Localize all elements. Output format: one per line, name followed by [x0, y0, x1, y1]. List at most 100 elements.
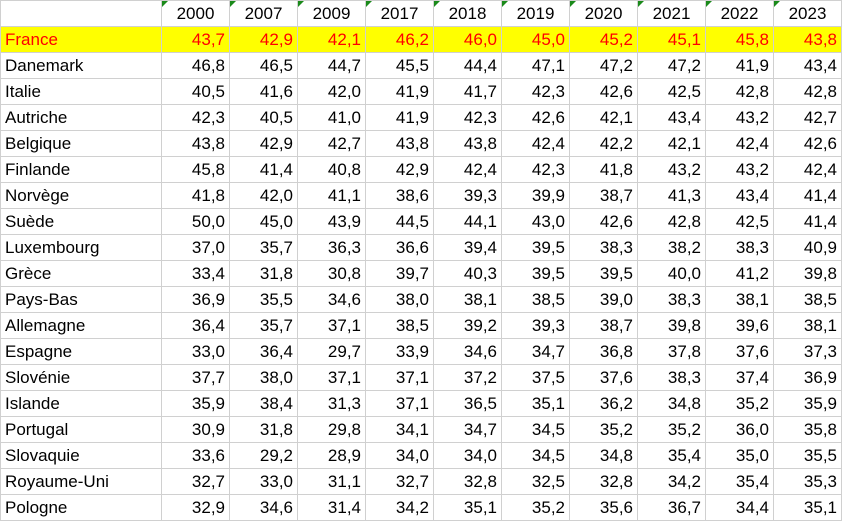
- value-cell[interactable]: 43,8: [161, 130, 230, 157]
- value-cell[interactable]: 42,1: [637, 130, 706, 157]
- value-cell[interactable]: 35,1: [501, 390, 570, 417]
- value-cell[interactable]: 37,6: [569, 364, 638, 391]
- value-cell[interactable]: 35,2: [637, 416, 706, 443]
- value-cell[interactable]: 43,7: [161, 26, 230, 53]
- country-cell[interactable]: Allemagne: [0, 312, 162, 339]
- value-cell[interactable]: 34,8: [637, 390, 706, 417]
- country-cell[interactable]: Finlande: [0, 156, 162, 183]
- value-cell[interactable]: 42,6: [773, 130, 842, 157]
- value-cell[interactable]: 47,2: [569, 52, 638, 79]
- value-cell[interactable]: 36,7: [637, 494, 706, 521]
- value-cell[interactable]: 38,3: [637, 364, 706, 391]
- corner-cell[interactable]: [0, 0, 162, 27]
- value-cell[interactable]: 34,2: [637, 468, 706, 495]
- value-cell[interactable]: 32,9: [161, 494, 230, 521]
- value-cell[interactable]: 42,3: [161, 104, 230, 131]
- value-cell[interactable]: 41,0: [297, 104, 366, 131]
- value-cell[interactable]: 38,5: [501, 286, 570, 313]
- value-cell[interactable]: 34,7: [501, 338, 570, 365]
- value-cell[interactable]: 34,1: [365, 416, 434, 443]
- value-cell[interactable]: 39,0: [569, 286, 638, 313]
- value-cell[interactable]: 39,3: [501, 312, 570, 339]
- value-cell[interactable]: 42,5: [705, 208, 774, 235]
- value-cell[interactable]: 44,4: [433, 52, 502, 79]
- value-cell[interactable]: 35,5: [773, 442, 842, 469]
- value-cell[interactable]: 34,6: [229, 494, 298, 521]
- value-cell[interactable]: 38,0: [229, 364, 298, 391]
- value-cell[interactable]: 36,4: [161, 312, 230, 339]
- value-cell[interactable]: 39,8: [637, 312, 706, 339]
- value-cell[interactable]: 35,2: [501, 494, 570, 521]
- value-cell[interactable]: 47,1: [501, 52, 570, 79]
- value-cell[interactable]: 34,5: [501, 442, 570, 469]
- value-cell[interactable]: 29,7: [297, 338, 366, 365]
- value-cell[interactable]: 46,5: [229, 52, 298, 79]
- value-cell[interactable]: 34,6: [433, 338, 502, 365]
- value-cell[interactable]: 36,4: [229, 338, 298, 365]
- country-cell[interactable]: Norvège: [0, 182, 162, 209]
- value-cell[interactable]: 39,8: [773, 260, 842, 287]
- value-cell[interactable]: 35,7: [229, 312, 298, 339]
- value-cell[interactable]: 34,8: [569, 442, 638, 469]
- value-cell[interactable]: 32,7: [365, 468, 434, 495]
- value-cell[interactable]: 35,4: [705, 468, 774, 495]
- value-cell[interactable]: 35,0: [705, 442, 774, 469]
- country-cell[interactable]: Danemark: [0, 52, 162, 79]
- value-cell[interactable]: 35,9: [773, 390, 842, 417]
- value-cell[interactable]: 37,1: [365, 390, 434, 417]
- value-cell[interactable]: 42,4: [501, 130, 570, 157]
- value-cell[interactable]: 46,2: [365, 26, 434, 53]
- value-cell[interactable]: 38,6: [365, 182, 434, 209]
- value-cell[interactable]: 36,2: [569, 390, 638, 417]
- value-cell[interactable]: 41,4: [229, 156, 298, 183]
- value-cell[interactable]: 43,9: [297, 208, 366, 235]
- value-cell[interactable]: 39,9: [501, 182, 570, 209]
- value-cell[interactable]: 45,1: [637, 26, 706, 53]
- value-cell[interactable]: 41,4: [773, 208, 842, 235]
- value-cell[interactable]: 36,8: [569, 338, 638, 365]
- value-cell[interactable]: 37,2: [433, 364, 502, 391]
- value-cell[interactable]: 42,3: [501, 156, 570, 183]
- value-cell[interactable]: 29,8: [297, 416, 366, 443]
- value-cell[interactable]: 39,3: [433, 182, 502, 209]
- value-cell[interactable]: 38,1: [705, 286, 774, 313]
- value-cell[interactable]: 38,3: [637, 286, 706, 313]
- value-cell[interactable]: 35,2: [705, 390, 774, 417]
- year-header-cell[interactable]: 2009: [297, 0, 366, 27]
- value-cell[interactable]: 40,9: [773, 234, 842, 261]
- value-cell[interactable]: 39,5: [501, 260, 570, 287]
- value-cell[interactable]: 37,1: [365, 364, 434, 391]
- value-cell[interactable]: 38,3: [705, 234, 774, 261]
- value-cell[interactable]: 42,3: [433, 104, 502, 131]
- value-cell[interactable]: 32,5: [501, 468, 570, 495]
- value-cell[interactable]: 37,0: [161, 234, 230, 261]
- value-cell[interactable]: 41,3: [637, 182, 706, 209]
- country-cell[interactable]: Italie: [0, 78, 162, 105]
- value-cell[interactable]: 39,5: [569, 260, 638, 287]
- value-cell[interactable]: 38,2: [637, 234, 706, 261]
- value-cell[interactable]: 42,4: [433, 156, 502, 183]
- value-cell[interactable]: 43,2: [705, 104, 774, 131]
- value-cell[interactable]: 31,3: [297, 390, 366, 417]
- value-cell[interactable]: 44,7: [297, 52, 366, 79]
- value-cell[interactable]: 42,1: [569, 104, 638, 131]
- value-cell[interactable]: 42,0: [297, 78, 366, 105]
- value-cell[interactable]: 36,3: [297, 234, 366, 261]
- value-cell[interactable]: 42,7: [297, 130, 366, 157]
- value-cell[interactable]: 45,8: [161, 156, 230, 183]
- value-cell[interactable]: 42,4: [773, 156, 842, 183]
- value-cell[interactable]: 43,2: [705, 156, 774, 183]
- value-cell[interactable]: 42,2: [569, 130, 638, 157]
- value-cell[interactable]: 40,5: [229, 104, 298, 131]
- value-cell[interactable]: 45,8: [705, 26, 774, 53]
- value-cell[interactable]: 35,5: [229, 286, 298, 313]
- value-cell[interactable]: 35,6: [569, 494, 638, 521]
- value-cell[interactable]: 41,1: [297, 182, 366, 209]
- value-cell[interactable]: 38,1: [433, 286, 502, 313]
- value-cell[interactable]: 41,4: [773, 182, 842, 209]
- value-cell[interactable]: 35,3: [773, 468, 842, 495]
- value-cell[interactable]: 42,8: [773, 78, 842, 105]
- value-cell[interactable]: 42,1: [297, 26, 366, 53]
- value-cell[interactable]: 36,6: [365, 234, 434, 261]
- value-cell[interactable]: 42,7: [773, 104, 842, 131]
